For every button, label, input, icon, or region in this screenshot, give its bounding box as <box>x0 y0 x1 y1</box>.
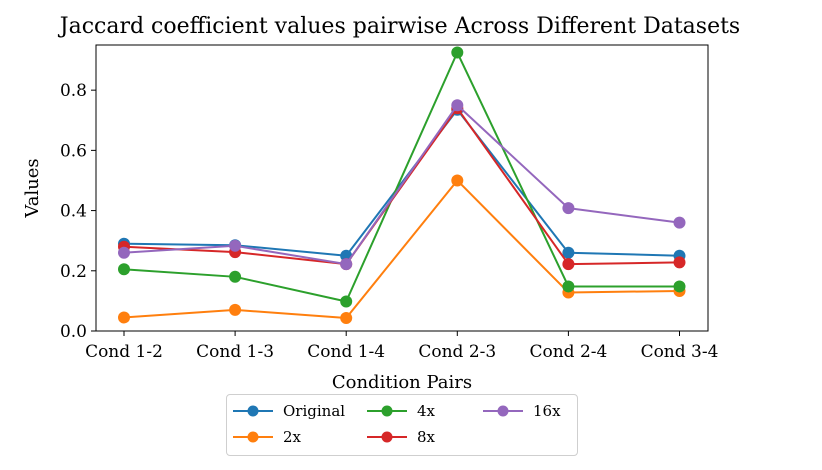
legend-item-original: Original <box>233 400 345 422</box>
y-tick-label: 0.8 <box>60 81 87 101</box>
data-point-4x <box>340 295 353 308</box>
series-line-2x <box>123 179 680 320</box>
legend-swatch-2x <box>233 431 273 443</box>
data-point-2x <box>340 312 353 325</box>
plot-frame <box>95 44 709 332</box>
data-point-16x <box>673 216 686 229</box>
legend-item-4x: 4x <box>367 400 435 422</box>
x-axis-label: Condition Pairs <box>332 372 472 393</box>
data-point-16x <box>229 239 242 252</box>
data-point-4x <box>229 270 242 283</box>
x-tick-label: Cond 1-2 <box>85 342 163 362</box>
legend-item-2x: 2x <box>233 426 301 448</box>
chart-title: Jaccard coefficient values pairwise Acro… <box>59 14 741 39</box>
data-point-4x <box>562 280 575 293</box>
y-axis-label: Values <box>22 158 43 218</box>
data-point-original <box>562 246 575 259</box>
data-point-16x <box>340 258 353 271</box>
legend: Original 2x 4x 8x 16x <box>226 394 578 456</box>
data-point-16x <box>562 202 575 215</box>
data-point-4x <box>118 263 130 276</box>
x-tick-label: Cond 1-4 <box>307 342 385 362</box>
y-tick-label: 0.2 <box>60 262 87 282</box>
series-line-4x <box>123 51 680 303</box>
data-point-16x <box>451 99 464 112</box>
data-point-2x <box>118 311 130 324</box>
legend-swatch-8x <box>367 431 407 443</box>
legend-swatch-4x <box>367 405 407 417</box>
series-line-16x <box>123 104 680 266</box>
x-tick-label: Cond 2-4 <box>529 342 607 362</box>
series-line-original <box>123 108 680 257</box>
legend-item-16x: 16x <box>483 400 561 422</box>
legend-label-2x: 2x <box>283 428 302 446</box>
data-point-2x <box>451 174 464 187</box>
data-point-8x <box>562 258 575 271</box>
y-tick-label: 0.4 <box>60 202 87 222</box>
legend-label-16x: 16x <box>533 402 561 420</box>
y-tick-label: 0.0 <box>60 322 87 342</box>
x-tick-label: Cond 3-4 <box>641 342 719 362</box>
y-tick-label: 0.6 <box>60 141 87 161</box>
data-point-2x <box>229 303 242 316</box>
legend-swatch-16x <box>483 405 523 417</box>
data-point-4x <box>451 46 464 59</box>
legend-item-8x: 8x <box>367 426 435 448</box>
legend-swatch-original <box>233 405 273 417</box>
data-point-8x <box>673 256 686 269</box>
legend-label-4x: 4x <box>417 402 436 420</box>
legend-label-original: Original <box>283 402 346 420</box>
data-point-16x <box>118 246 130 259</box>
x-tick-label: Cond 2-3 <box>418 342 496 362</box>
legend-label-8x: 8x <box>417 428 436 446</box>
data-point-4x <box>673 280 686 293</box>
x-tick-label: Cond 1-3 <box>196 342 274 362</box>
